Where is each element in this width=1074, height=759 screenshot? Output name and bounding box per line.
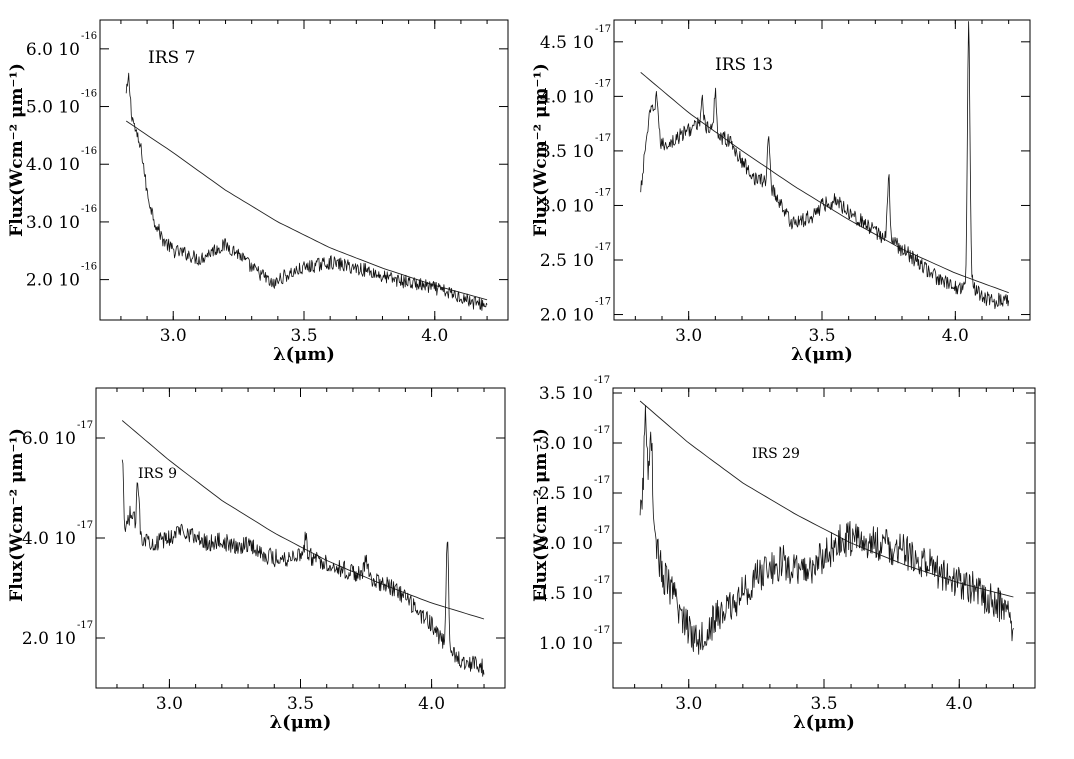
y-axis-label: Flux(Wcm⁻² μm⁻¹) [531,428,551,602]
x-tick-label: 3.0 [675,326,702,346]
x-tick-label: 4.0 [418,694,445,714]
y-tick-exponent: -16 [81,204,97,215]
y-tick-exponent: -17 [595,297,611,308]
y-tick-exponent: -17 [77,520,93,531]
y-tick-exponent: -16 [81,146,97,157]
continuum-fit-line [125,120,488,301]
y-tick-label: 4.0 10 [26,155,80,175]
panel-title: IRS 29 [752,446,800,462]
panel-title: IRS 9 [138,466,177,482]
y-tick-exponent: -17 [594,575,610,586]
y-tick-exponent: -17 [594,425,610,436]
y-tick-exponent: -17 [595,78,611,89]
y-tick-label: 1.0 10 [539,634,593,654]
y-tick-label: 4.5 10 [540,33,594,53]
y-tick-exponent: -17 [77,420,93,431]
spectrum-line [125,72,488,311]
y-tick-label: 5.0 10 [26,98,80,118]
y-tick-exponent: -17 [595,24,611,35]
y-tick-label: 3.0 10 [539,434,593,454]
panel-irs29: 3.0 3.5 4.01.0 10-171.5 10-172.0 10-172.5 … [531,375,1036,733]
y-tick-label: 2.5 10 [540,251,594,271]
y-tick-label: 4.0 10 [540,87,594,107]
x-tick-label: 4.0 [421,326,448,346]
panel-irs9: 3.0 3.5 4.02.0 10-174.0 10-176.0 10-17λ(μm… [7,387,506,733]
y-tick-label: 1.5 10 [539,584,593,604]
x-axis-label: λ(μm) [273,344,335,365]
x-tick-label: 4.0 [946,694,973,714]
spectrum-line [121,459,485,677]
x-tick-label: 3.0 [675,694,702,714]
y-tick-label: 2.0 10 [26,271,80,291]
x-tick-label: 3.0 [160,326,187,346]
y-tick-label: 2.0 10 [22,629,76,649]
y-tick-exponent: -17 [77,620,93,631]
y-tick-exponent: -17 [594,525,610,536]
y-tick-label: 2.0 10 [540,306,594,326]
panel-title: IRS 13 [715,55,773,75]
y-tick-label: 3.0 10 [26,213,80,233]
y-axis-label: Flux(Wcm⁻² μm⁻¹) [7,63,27,237]
y-tick-exponent: -17 [594,375,610,386]
y-axis-label: Flux(Wcm⁻² μm⁻¹) [531,63,551,237]
x-tick-label: 3.5 [808,326,835,346]
plot-frame [612,387,1036,689]
y-tick-label: 3.5 10 [540,142,594,162]
x-tick-label: 3.5 [810,694,837,714]
y-tick-exponent: -17 [594,475,610,486]
continuum-fit-line [640,72,1009,294]
y-tick-exponent: -16 [81,31,97,42]
y-tick-exponent: -16 [81,262,97,273]
y-tick-exponent: -17 [594,625,610,636]
continuum-fit-line [639,400,1014,598]
x-tick-label: 4.0 [942,326,969,346]
y-tick-exponent: -16 [81,89,97,100]
spectrum-line [639,405,1014,655]
panel-irs7: 3.0 3.5 4.02.0 10-163.0 10-164.0 10-165.0 … [7,19,509,365]
y-tick-exponent: -17 [595,133,611,144]
x-tick-label: 3.0 [156,694,183,714]
panel-title: IRS 7 [148,48,195,68]
spectrum-line [640,21,1010,310]
x-axis-label: λ(μm) [793,712,855,733]
y-tick-label: 3.5 10 [539,384,593,404]
y-tick-label: 4.0 10 [22,529,76,549]
y-axis-label: Flux(Wcm⁻² μm⁻¹) [7,428,27,602]
continuum-fit-line [121,420,485,620]
x-axis-label: λ(μm) [791,344,853,365]
y-tick-exponent: -17 [595,187,611,198]
y-tick-label: 3.0 10 [540,196,594,216]
x-tick-label: 3.5 [287,694,314,714]
x-tick-label: 3.5 [290,326,317,346]
y-tick-label: 2.0 10 [539,534,593,554]
panel-irs13: 3.0 3.5 4.02.0 10-172.5 10-173.0 10-173.5 … [531,19,1031,365]
y-tick-label: 6.0 10 [26,40,80,60]
y-tick-label: 6.0 10 [22,429,76,449]
y-tick-exponent: -17 [595,242,611,253]
x-axis-label: λ(μm) [270,712,332,733]
y-tick-label: 2.5 10 [539,484,593,504]
